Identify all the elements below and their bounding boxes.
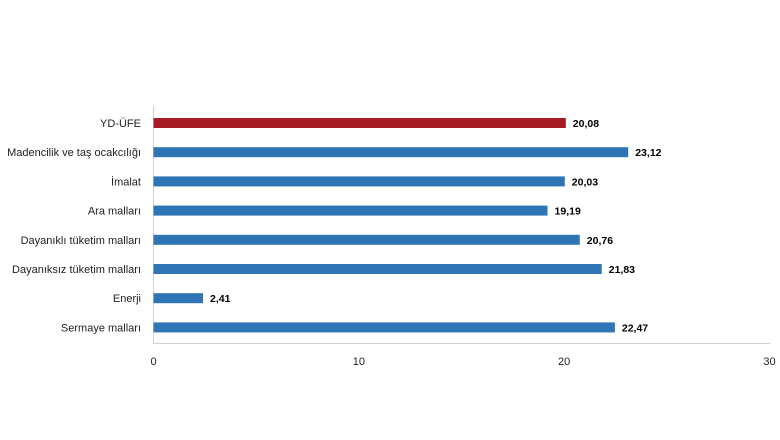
value-label-1: 23,12: [635, 147, 661, 159]
value-label-4: 20,76: [587, 235, 613, 247]
category-label-2: İmalat: [111, 175, 141, 188]
x-ticks-layer: 0 10 20 30: [150, 356, 775, 368]
value-label-6: 2,41: [210, 293, 231, 305]
category-label-1: Madencilik ve taş ocakcılığı: [7, 147, 141, 159]
labels-layer: YD-ÜFE 20,08 Madencilik ve taş ocakcılığı 2…: [7, 118, 662, 334]
value-label-5: 21,83: [609, 264, 635, 276]
value-label-2: 20,03: [572, 176, 598, 188]
bar-7: [153, 322, 615, 333]
category-label-4: Dayanıklı tüketim malları: [21, 235, 141, 247]
category-label-6: Enerji: [113, 293, 141, 305]
category-label-0: YD-ÜFE: [100, 118, 141, 130]
bar-1: [153, 147, 629, 158]
bar-6: [153, 293, 203, 304]
category-label-7: Sermaye malları: [61, 322, 141, 334]
bar-3: [153, 205, 548, 216]
value-label-3: 19,19: [555, 206, 581, 218]
bar-2: [153, 176, 565, 187]
x-tick-label-0: 0: [150, 356, 156, 368]
bar-5: [153, 264, 602, 274]
bars-layer: [153, 118, 629, 333]
x-tick-label-3: 30: [763, 356, 775, 368]
x-tick-label-1: 10: [353, 356, 365, 368]
bar-4: [153, 234, 580, 245]
category-label-5: Dayanıksız tüketim malları: [12, 264, 141, 276]
value-label-0: 20,08: [573, 118, 599, 130]
value-label-7: 22,47: [622, 322, 648, 334]
bar-0: [153, 118, 566, 128]
category-label-3: Ara malları: [88, 206, 141, 218]
x-tick-label-2: 20: [558, 356, 570, 368]
